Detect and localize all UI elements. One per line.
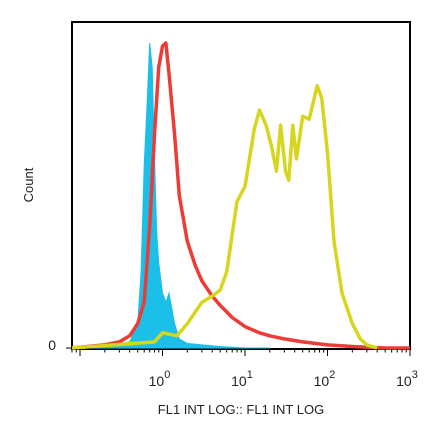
series-3-line <box>71 83 378 350</box>
series-2-line <box>71 41 410 350</box>
series-layer <box>71 41 410 350</box>
x-axis-label: FL1 INT LOG:: FL1 INT LOG <box>158 402 324 417</box>
x-axis-ticks: 100 101 102 103 <box>71 349 418 389</box>
y-tick-label: 0 <box>48 337 56 353</box>
x-tick-label: 100 <box>149 369 171 389</box>
x-tick-label: 101 <box>231 369 253 389</box>
plot-frame <box>71 21 411 350</box>
y-axis-ticks: 0 <box>48 337 72 353</box>
x-tick-label: 102 <box>314 369 336 389</box>
y-axis-label: Count <box>21 167 36 202</box>
series-1-area <box>71 42 270 349</box>
x-tick-label: 103 <box>396 369 418 389</box>
